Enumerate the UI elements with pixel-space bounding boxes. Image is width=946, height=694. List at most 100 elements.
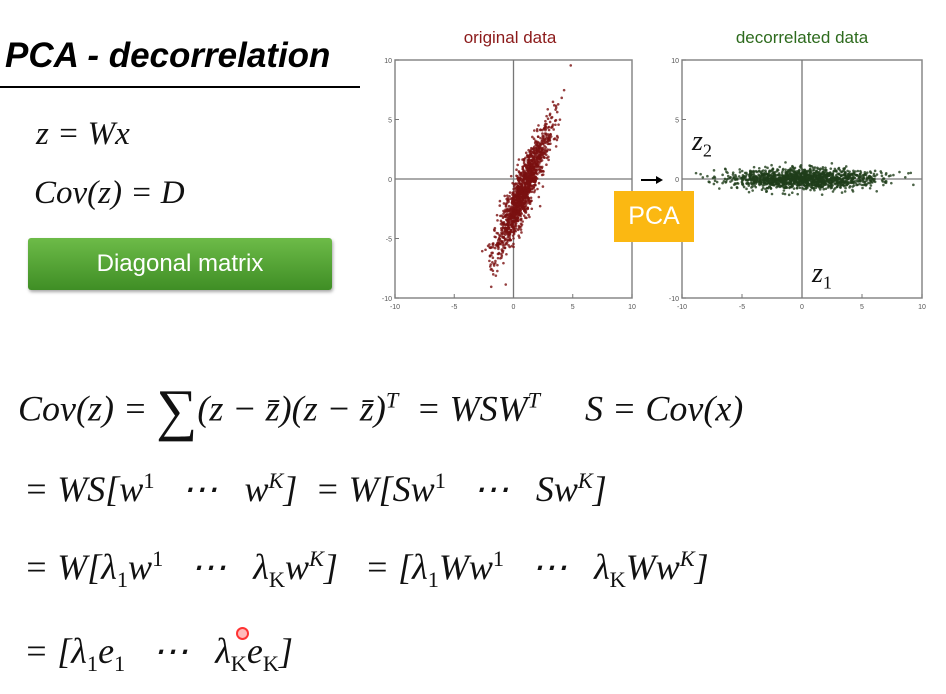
data-point xyxy=(848,173,852,177)
equation-segment: ∑ xyxy=(156,379,198,442)
data-point xyxy=(770,168,774,172)
data-point xyxy=(555,110,559,114)
data-point xyxy=(535,143,538,146)
data-point xyxy=(903,176,907,179)
z1-base: z xyxy=(812,258,823,289)
data-point xyxy=(726,174,730,178)
data-point xyxy=(724,168,727,171)
data-point xyxy=(506,196,510,200)
data-point xyxy=(486,244,490,248)
data-point xyxy=(528,163,531,167)
data-point xyxy=(802,187,806,191)
data-point xyxy=(532,186,536,189)
equation-segment: w xyxy=(128,547,153,587)
equation-segment: ] xyxy=(592,469,607,509)
data-point xyxy=(548,120,552,124)
data-point xyxy=(542,146,545,150)
data-point xyxy=(506,230,510,234)
data-point xyxy=(892,173,895,177)
data-point xyxy=(507,244,510,247)
data-point xyxy=(540,173,544,177)
data-point xyxy=(852,184,856,187)
data-point xyxy=(496,269,499,273)
data-point xyxy=(798,178,801,182)
data-point xyxy=(811,166,815,170)
data-point xyxy=(723,177,727,181)
x-tick-label: 10 xyxy=(628,304,636,311)
data-point xyxy=(538,204,542,208)
data-point xyxy=(521,175,525,178)
data-point xyxy=(722,179,726,183)
data-point xyxy=(810,172,813,175)
data-point xyxy=(872,172,876,176)
data-point xyxy=(520,231,523,234)
data-point xyxy=(551,100,555,104)
data-point xyxy=(825,174,828,177)
data-point xyxy=(499,214,502,218)
cursor-indicator xyxy=(236,627,249,640)
data-point xyxy=(776,185,779,188)
data-point xyxy=(517,227,521,230)
equation-segment: K xyxy=(262,651,280,677)
data-point xyxy=(543,132,547,135)
data-point xyxy=(827,181,831,184)
data-point xyxy=(838,184,842,187)
data-point xyxy=(788,186,791,190)
equation-segment: 1 xyxy=(86,651,99,677)
data-point xyxy=(523,209,526,212)
y-tick-label: 0 xyxy=(675,177,679,184)
data-point xyxy=(546,108,550,111)
data-point xyxy=(812,181,815,184)
data-point xyxy=(784,161,787,164)
data-point xyxy=(517,203,520,206)
data-point xyxy=(491,251,494,255)
data-point xyxy=(548,137,552,140)
data-point xyxy=(824,176,828,180)
data-point xyxy=(780,181,783,184)
data-point xyxy=(792,187,796,190)
z2-base: z xyxy=(692,126,703,157)
data-point xyxy=(898,170,901,174)
equation-segment: K xyxy=(577,468,593,493)
equation-line-4: = [λ1e1 ⋯ λKeK] xyxy=(24,630,293,677)
data-point xyxy=(759,182,763,185)
data-point xyxy=(541,132,544,135)
data-point xyxy=(506,223,509,227)
data-point xyxy=(839,186,842,189)
data-point xyxy=(865,179,868,182)
data-point xyxy=(528,215,531,219)
data-point xyxy=(741,183,745,187)
data-point xyxy=(790,168,794,172)
data-point xyxy=(494,274,498,277)
data-point xyxy=(527,170,531,174)
data-point xyxy=(524,156,527,160)
data-point xyxy=(747,184,751,187)
data-point xyxy=(785,177,788,181)
equation-segment: Cov(z) = xyxy=(18,388,157,429)
data-point xyxy=(769,187,773,190)
data-point xyxy=(491,256,495,260)
data-point xyxy=(560,96,564,100)
data-point xyxy=(787,193,791,197)
data-point xyxy=(811,169,815,172)
data-point xyxy=(822,178,825,182)
data-point xyxy=(492,264,496,267)
data-point xyxy=(765,177,768,181)
data-point xyxy=(511,211,515,215)
data-point xyxy=(508,195,511,198)
equation-segment: K xyxy=(230,651,247,677)
data-point xyxy=(506,207,509,211)
data-point xyxy=(535,129,539,133)
data-point xyxy=(546,142,550,146)
equation-segment: e xyxy=(246,631,263,671)
data-point xyxy=(787,170,790,173)
data-point xyxy=(845,180,848,184)
data-point xyxy=(530,190,534,194)
data-point xyxy=(830,162,834,165)
data-point xyxy=(865,171,869,174)
data-point xyxy=(510,223,513,227)
data-point xyxy=(870,176,873,179)
data-point xyxy=(515,219,519,223)
equation-segment: K xyxy=(609,567,626,593)
data-point xyxy=(531,150,535,154)
